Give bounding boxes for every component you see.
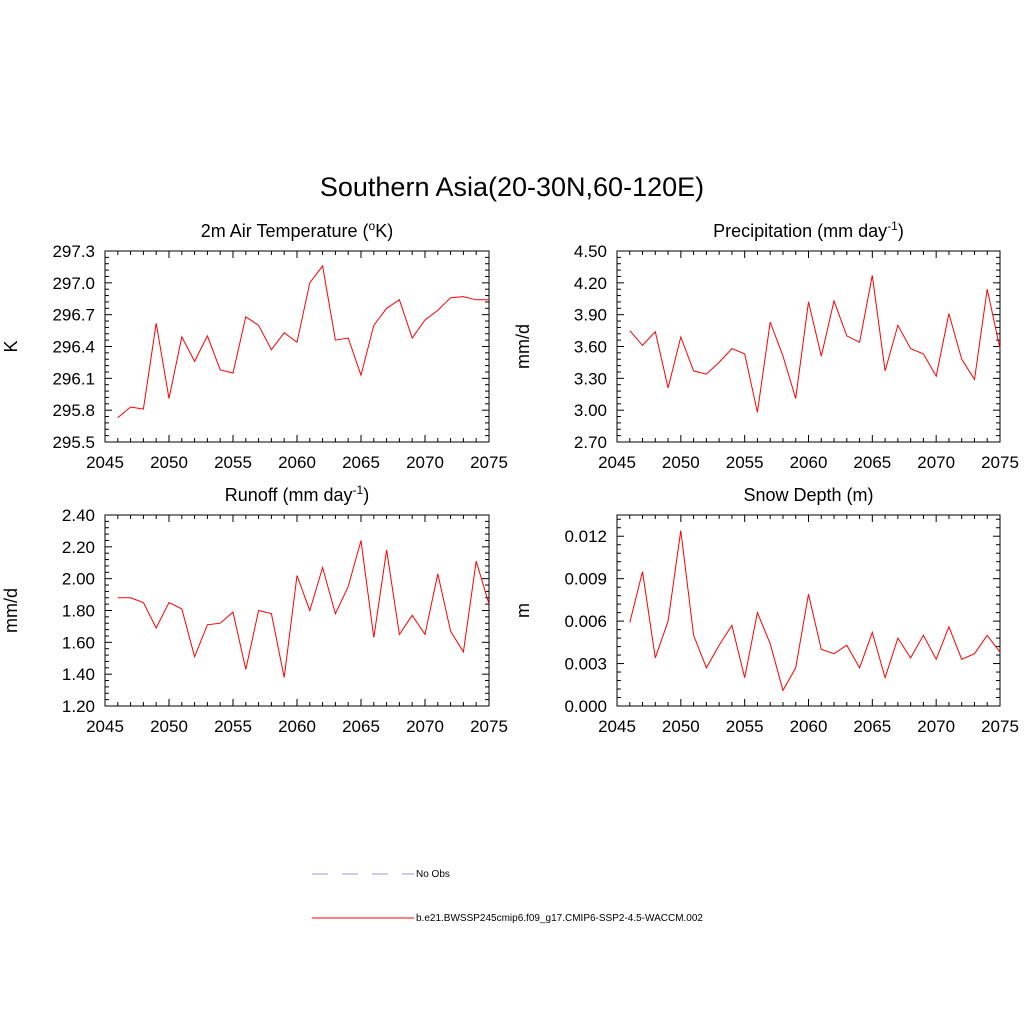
y-axis-label: mm/d [1, 588, 21, 633]
x-tick-label: 2050 [150, 717, 188, 736]
y-tick-label: 1.20 [62, 697, 95, 716]
y-tick-label: 1.80 [62, 602, 95, 621]
y-tick-label: 295.8 [52, 401, 95, 420]
x-tick-label: 2065 [853, 453, 891, 472]
y-tick-label: 296.4 [52, 338, 95, 357]
y-tick-label: 3.30 [574, 369, 607, 388]
panel-title-text: Precipitation (mm day [713, 221, 887, 241]
y-tick-label: 295.5 [52, 433, 95, 452]
x-tick-label: 2055 [214, 717, 252, 736]
panel-title-superscript: -1 [353, 483, 364, 497]
x-tick-label: 2050 [662, 453, 700, 472]
panel-title: Runoff (mm day-1) [225, 483, 369, 505]
panel-title: Precipitation (mm day-1) [713, 219, 904, 241]
panel-title-text: 2m Air Temperature ( [201, 221, 369, 241]
x-tick-label: 2075 [981, 453, 1019, 472]
plot-frame [616, 514, 1001, 707]
y-tick-label: 297.0 [52, 274, 95, 293]
panel-title-superscript: -1 [887, 219, 898, 233]
series-line-precipitation [629, 275, 1001, 413]
y-tick-label: 0.012 [564, 527, 607, 546]
x-tick-label: 2050 [150, 453, 188, 472]
y-tick-label: 4.20 [574, 274, 607, 293]
x-tick-label: 2060 [278, 453, 316, 472]
y-tick-label: 0.003 [564, 655, 607, 674]
x-tick-label: 2045 [598, 717, 636, 736]
y-tick-label: 2.20 [62, 538, 95, 557]
x-tick-label: 2060 [790, 717, 828, 736]
y-tick-label: 0.006 [564, 612, 607, 631]
legend: No Obs b.e21.BWSSP245cmip6.f09_g17.CMIP6… [312, 869, 703, 924]
plot-frame [104, 514, 490, 707]
y-tick-label: 4.50 [574, 242, 607, 261]
x-tick-label: 2065 [342, 717, 380, 736]
y-tick-label: 2.40 [62, 506, 95, 525]
series-line-snow-depth [629, 530, 1001, 692]
x-tick-label: 2050 [662, 717, 700, 736]
x-tick-label: 2070 [917, 717, 955, 736]
panel-title-text: Runoff (mm day [225, 485, 353, 505]
panel-title-text: Snow Depth (m) [743, 485, 873, 505]
panel-title-suffix: ) [898, 221, 904, 241]
x-tick-label: 2075 [981, 717, 1019, 736]
panel-title: Snow Depth (m) [743, 485, 873, 505]
plot-frame [104, 250, 490, 443]
chart-panels: 2m Air Temperature (oK)2045 2050 2055 2060 2… [1, 219, 1019, 736]
x-tick-label: 2060 [790, 453, 828, 472]
y-tick-label: 296.1 [52, 369, 95, 388]
x-tick-label: 2055 [726, 453, 764, 472]
y-tick-label: 2.70 [574, 433, 607, 452]
x-tick-label: 2065 [342, 453, 380, 472]
series-line-air-temperature [117, 264, 489, 418]
x-tick-label: 2075 [470, 717, 508, 736]
figure-title: Southern Asia(20-30N,60-120E) [320, 172, 704, 202]
legend-label-no-obs: No Obs [416, 869, 450, 880]
x-tick-label: 2055 [726, 717, 764, 736]
y-tick-label: 3.60 [574, 338, 607, 357]
legend-label-model: b.e21.BWSSP245cmip6.f09_g17.CMIP6-SSP2-4… [416, 913, 703, 924]
y-tick-label: 1.60 [62, 633, 95, 652]
y-axis-label: m [513, 603, 533, 618]
panel-runoff: Runoff (mm day-1) 2045 2050 2055 2060 2065 207… [1, 483, 508, 736]
y-tick-label: 0.009 [564, 570, 607, 589]
panel-air-temperature: 2m Air Temperature (oK) 2045 2050 2055 2060 2… [1, 219, 508, 472]
panel-title-superscript: o [369, 219, 376, 233]
panel-snow-depth: Snow Depth (m) 2045 2050 2055 2060 2065 2070 20… [513, 485, 1019, 736]
x-tick-label: 2070 [917, 453, 955, 472]
x-tick-label: 2045 [598, 453, 636, 472]
y-tick-label: 1.40 [62, 665, 95, 684]
panel-title: 2m Air Temperature (oK) [201, 219, 393, 241]
y-tick-label: 2.00 [62, 570, 95, 589]
y-tick-label: 0.000 [564, 697, 607, 716]
y-tick-label: 296.7 [52, 306, 95, 325]
x-tick-label: 2070 [406, 453, 444, 472]
x-tick-label: 2065 [853, 717, 891, 736]
y-tick-label: 297.3 [52, 242, 95, 261]
series-line-runoff [117, 540, 490, 678]
panel-precipitation: Precipitation (mm day-1) 2045 2050 2055 2060… [513, 219, 1019, 472]
panel-title-suffix: ) [363, 485, 369, 505]
x-tick-label: 2055 [214, 453, 252, 472]
x-tick-label: 2075 [470, 453, 508, 472]
panel-title-suffix: K) [375, 221, 393, 241]
x-tick-label: 2045 [86, 717, 124, 736]
x-tick-label: 2060 [278, 717, 316, 736]
y-tick-label: 3.90 [574, 306, 607, 325]
x-tick-label: 2045 [86, 453, 124, 472]
y-axis-label: K [1, 340, 21, 352]
x-tick-label: 2070 [406, 717, 444, 736]
y-axis-label: mm/d [513, 324, 533, 369]
y-tick-label: 3.00 [574, 401, 607, 420]
